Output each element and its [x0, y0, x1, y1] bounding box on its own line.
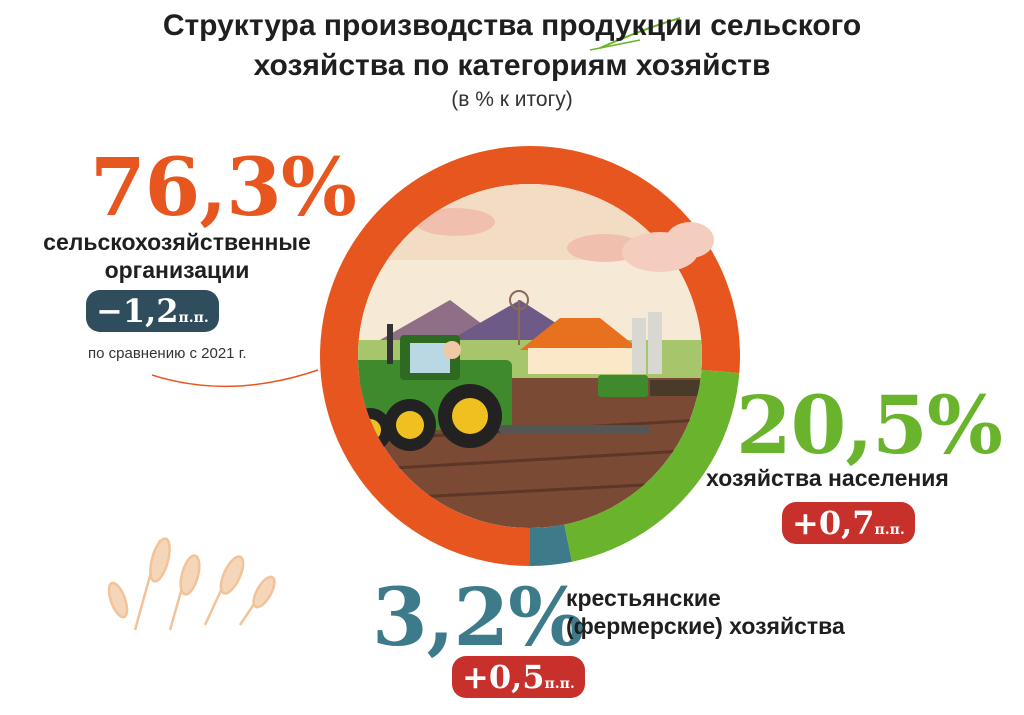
farmers-segment	[530, 524, 572, 566]
households-segment	[564, 370, 740, 562]
households-label: хозяйства населения	[706, 465, 949, 491]
connector-line	[151, 369, 319, 388]
chart-subtitle: (в % к итогу)	[451, 88, 573, 111]
wheat-icon	[107, 537, 276, 631]
decorative-swirl-icon	[599, 17, 681, 49]
farmers-percent: 3,2%	[372, 570, 584, 664]
decorative-swirl-icon	[589, 39, 641, 51]
chart-title: Структура производства продукции сельско…	[162, 9, 862, 82]
households-percent: 20,5%	[736, 378, 1003, 472]
households-change-badge: +0,7п.п.	[782, 502, 915, 544]
organizations-change-badge: −1,2п.п.	[86, 290, 219, 332]
comparison-note: по сравнению с 2021 г.	[88, 345, 247, 362]
farmers-change-badge: +0,5п.п.	[452, 656, 585, 698]
donut-segments	[320, 146, 741, 566]
organizations-percent: 76,3%	[90, 140, 357, 234]
farmers-label: крестьянские (фермерские) хозяйства	[566, 585, 845, 639]
cloud-icon	[622, 222, 714, 272]
organizations-label: сельскохозяйственные организации	[43, 229, 311, 283]
